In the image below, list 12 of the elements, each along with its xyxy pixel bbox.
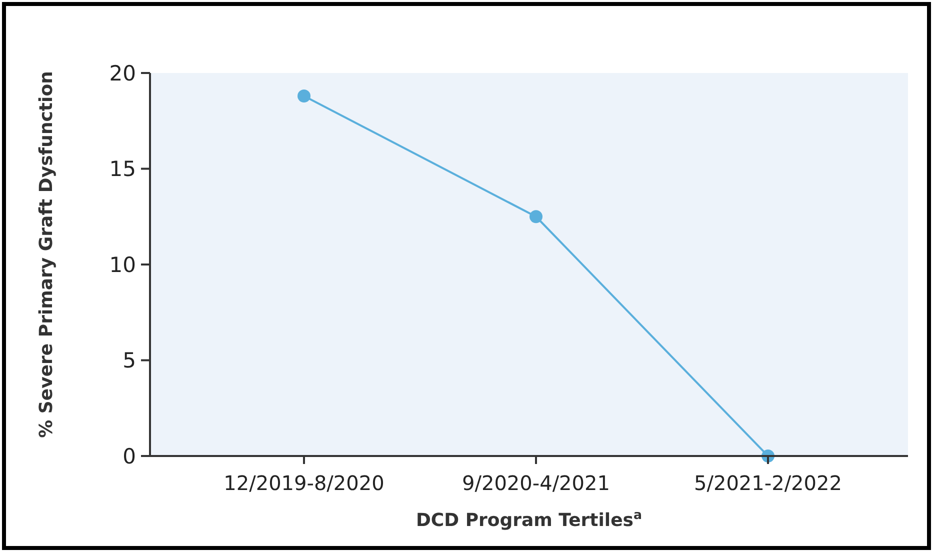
y-tick-label: 5 bbox=[122, 348, 136, 373]
x-tick-label: 9/2020-4/2021 bbox=[462, 471, 610, 495]
y-axis-title: % Severe Primary Graft Dysfunction bbox=[36, 71, 57, 438]
x-axis-title: DCD Program Tertiles$^{a}$ bbox=[416, 506, 642, 531]
x-tick-label: 12/2019-8/2020 bbox=[224, 471, 384, 495]
y-tick-label: 0 bbox=[122, 444, 136, 468]
point bbox=[530, 210, 542, 224]
y-tick-label: 10 bbox=[109, 252, 136, 277]
y-tick-label: 15 bbox=[109, 157, 136, 182]
x-tick-label: 5/2021-2/2022 bbox=[694, 471, 842, 495]
y-tick-label: 20 bbox=[109, 61, 136, 86]
point bbox=[298, 89, 310, 102]
